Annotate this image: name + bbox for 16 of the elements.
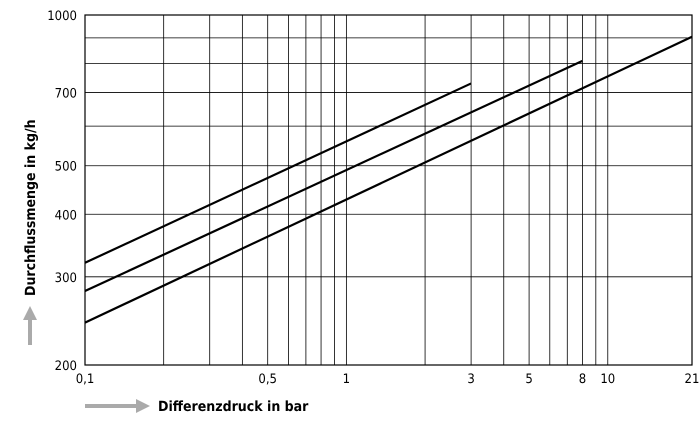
y-tick-label: 400 (54, 208, 77, 224)
x-tick-label: 0,1 (76, 372, 94, 387)
x-tick-label: 1 (342, 372, 350, 387)
y-tick-label: 1000 (47, 9, 77, 24)
x-tick-label: 5 (525, 372, 533, 387)
y-tick-label: 300 (54, 270, 77, 286)
x-tick-label: 10 (600, 372, 616, 387)
x-tick-label: 8 (578, 372, 586, 387)
x-tick-label: 21 (684, 372, 700, 387)
x-tick-label: 3 (467, 372, 475, 387)
x-axis-title: Differenzdruck in bar (158, 399, 310, 415)
y-tick-label: 700 (54, 86, 77, 102)
y-tick-label: 500 (54, 160, 77, 175)
x-tick-label: 0,5 (258, 372, 277, 387)
y-axis-title: Durchflussmenge in kg/h (23, 119, 39, 296)
y-tick-label: 200 (54, 359, 77, 374)
